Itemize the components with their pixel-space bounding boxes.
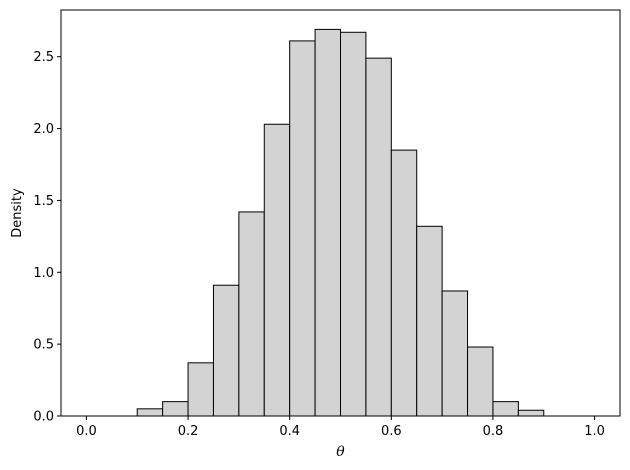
histogram-bar bbox=[365, 57, 392, 417]
bars-group bbox=[136, 28, 545, 417]
histogram-bar bbox=[467, 346, 494, 417]
x-axis: 0.0 0.2 0.4 0.6 0.8 1.0 bbox=[76, 416, 605, 439]
y-tick-label: 1.5 bbox=[33, 194, 54, 209]
y-tick-label: 0.5 bbox=[33, 338, 54, 353]
y-tick-label: 1.0 bbox=[33, 266, 54, 281]
histogram-bar bbox=[517, 409, 545, 417]
y-tick-label: 2.5 bbox=[33, 50, 54, 65]
x-tick-label: 0.8 bbox=[483, 424, 504, 439]
x-tick-label: 0.0 bbox=[76, 424, 97, 439]
x-tick-label: 0.6 bbox=[381, 424, 402, 439]
histogram-bar bbox=[441, 290, 469, 417]
x-axis-label: θ bbox=[336, 444, 345, 460]
histogram-bar bbox=[416, 225, 443, 417]
plot-frame bbox=[60, 9, 621, 417]
x-tick-label: 1.0 bbox=[584, 424, 605, 439]
histogram-bar bbox=[390, 149, 418, 417]
histogram-bar bbox=[340, 31, 367, 417]
histogram-bar bbox=[263, 123, 291, 417]
y-axis-label: Density bbox=[10, 188, 25, 238]
x-tick-label: 0.2 bbox=[178, 424, 199, 439]
histogram-bar bbox=[136, 408, 164, 417]
histogram-bar bbox=[289, 40, 316, 417]
histogram-bar bbox=[238, 211, 265, 417]
histogram-bar bbox=[314, 28, 342, 417]
histogram-bar bbox=[162, 401, 189, 417]
histogram-bar bbox=[492, 401, 519, 417]
histogram-bar bbox=[187, 362, 214, 417]
x-tick-label: 0.4 bbox=[279, 424, 300, 439]
y-tick-label: 0.0 bbox=[33, 410, 54, 425]
y-tick-label: 2.0 bbox=[33, 122, 54, 137]
histogram-bar bbox=[212, 284, 240, 417]
y-axis: 0.0 0.5 1.0 1.5 2.0 2.5 bbox=[33, 50, 61, 425]
